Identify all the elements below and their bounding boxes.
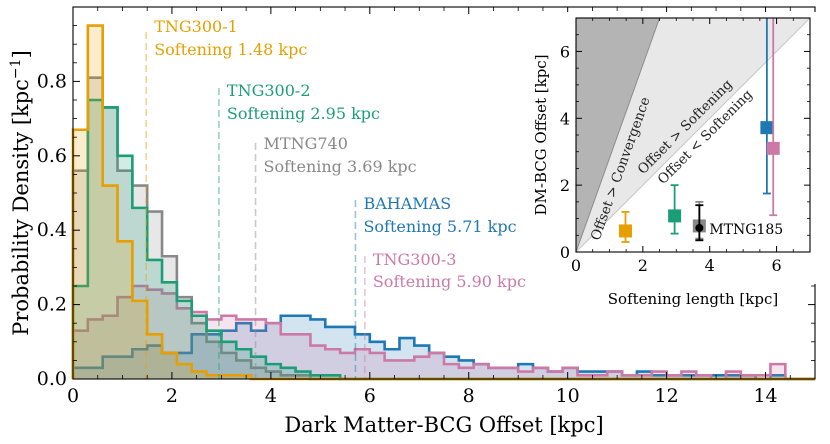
series-label-tng300-2: TNG300-2 [227,81,311,100]
inset-x-tick-label: 6 [771,256,781,275]
x-tick-label: 8 [463,385,475,407]
y-tick-label: 0.2 [37,294,67,316]
softening-label-bahamas: Softening 5.71 kpc [363,217,516,236]
y-tick-label: 0.8 [37,70,67,92]
softening-label-tng300-2: Softening 2.95 kpc [227,104,380,123]
softening-lines-group [145,32,366,379]
inset-point-tng300-2 [668,184,682,235]
inset-plot-frame [575,17,811,253]
hist-fill-tng300-2 [73,100,815,379]
inset-y-tick-label: 0 [560,243,570,262]
inset-y-axis-label: DM-BCG Offset [kpc] [532,54,550,215]
x-tick-label: 10 [556,385,580,407]
inset-y-tick-label: 4 [560,109,570,128]
inset-x-tick-label: 4 [705,256,715,275]
point-label-mtng185: MTNG185 [709,222,783,238]
inset-point-tng300-3 [766,18,780,217]
inset-point-bahamas [760,18,774,195]
x-tick-label: 0 [67,385,79,407]
x-tick-label: 2 [166,385,178,407]
marker-mtng185 [695,223,704,232]
series-label-mtng740: MTNG740 [264,134,348,153]
inset-points-clipped [618,18,780,243]
series-label-bahamas: BAHAMAS [363,194,451,213]
main-axis-ticks: 0 2 4 6 8 10 12 14 0.0 0.2 0.4 0.6 0.8 [37,7,815,407]
series-label-tng300-3: TNG300-3 [373,250,457,269]
inset-y-tick-label: 2 [560,176,570,195]
main-y-axis-label-exponent: −1 [8,58,24,79]
inset-x-axis-label: Softening length [kpc] [608,290,778,308]
inset-points-group: MTNG185 [618,18,783,243]
hist-fill-mtng740 [73,77,815,380]
main-y-axis-label-close: ] [9,50,33,58]
main-y-axis-label: Probability Density [kpc−1] [8,50,33,336]
y-tick-label: 0.0 [37,368,67,390]
marker-tng300-1 [618,224,632,238]
x-tick-label: 6 [364,385,376,407]
hist-outline-tng300-3 [71,284,815,381]
marker-tng300-2 [668,209,682,223]
inset-x-tick-label: 2 [638,256,648,275]
x-tick-label: 4 [265,385,277,407]
main-x-axis-label: Dark Matter-BCG Offset [kpc] [284,413,603,437]
softening-label-tng300-3: Softening 5.90 kpc [373,272,526,291]
y-tick-label: 0.4 [37,219,67,241]
marker-tng300-3 [766,141,780,155]
inset-point-tng300-1 [618,210,632,243]
softening-label-tng300-1: Softening 1.48 kpc [154,40,307,59]
x-tick-label: 12 [655,385,679,407]
hist-fill-tng300-1 [73,25,815,379]
softening-boundary [576,18,810,252]
inset-regions-clipped [576,18,810,252]
inset-x-tick-label: 0 [571,256,581,275]
series-label-tng300-1: TNG300-1 [154,17,238,36]
convergence-boundary [576,18,661,252]
inset-y-tick-label: 6 [560,42,570,61]
marker-bahamas [760,121,774,135]
inset-point-mtng185 [695,204,704,242]
softening-labels-group: TNG300-1 Softening 1.48 kpc TNG300-2 Soften… [154,17,526,291]
x-tick-label: 14 [753,385,777,407]
y-tick-label: 0.6 [37,145,67,167]
softening-label-mtng740: Softening 3.69 kpc [264,157,417,176]
